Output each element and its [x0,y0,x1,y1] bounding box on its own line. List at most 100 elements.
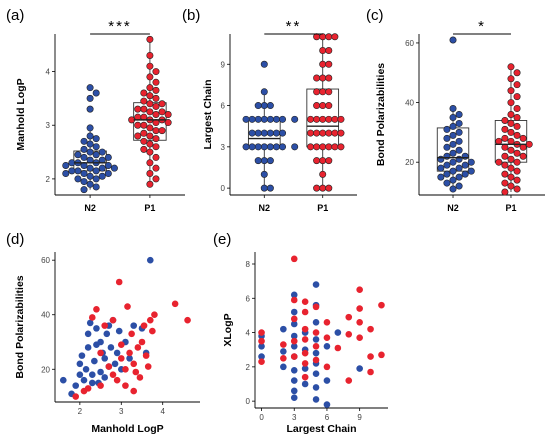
data-point-n2 [260,115,268,123]
data-point-n2 [74,175,82,183]
data-point-p1 [152,175,160,183]
scatter-point-p1 [280,341,287,348]
scatter-point-p1 [117,341,125,349]
data-point-n2 [455,146,463,154]
data-point-n2 [455,164,463,172]
data-point-n2 [254,115,262,123]
scatter-point-n2 [97,368,104,376]
data-point-p1 [507,111,515,119]
data-point-n2 [455,173,463,181]
data-point-n2 [455,182,463,190]
scatter-point-p1 [115,278,123,286]
data-point-p1 [325,102,333,110]
y-tick-label: 2 [246,363,251,372]
scatter-point-p1 [130,387,138,395]
data-point-p1 [513,167,521,175]
scatter-point-n2 [290,308,298,316]
scatter-point-p1 [312,329,320,336]
data-point-p1 [331,33,339,41]
x-tick-label: 3 [292,413,297,422]
scatter-point-p1 [290,296,298,304]
scatter-point-n2 [301,380,309,388]
data-point-n2 [443,125,451,133]
scatter-point-n2 [258,342,265,350]
y-tick-label: 20 [405,158,414,167]
data-point-n2 [98,148,106,156]
data-point-p1 [513,122,521,130]
scatter-point-p1 [345,330,353,338]
data-point-p1 [507,128,515,136]
scatter-point-n2 [280,325,287,333]
data-point-n2 [92,143,100,151]
scatter-point-n2 [312,281,320,288]
data-point-n2 [291,143,299,151]
scatter-point-p1 [345,313,353,321]
data-point-n2 [98,172,106,180]
data-point-n2 [248,129,256,137]
data-point-p1 [158,108,166,116]
data-point-n2 [266,129,274,137]
scatter-point-n2 [86,319,94,327]
scatter-point-n2 [93,325,100,332]
scatter-point-p1 [171,300,179,308]
data-point-n2 [437,164,445,172]
scatter-point-n2 [88,379,96,387]
category-label-n2: N2 [447,203,459,213]
data-point-p1 [319,115,327,123]
scatter-point-p1 [367,368,374,376]
data-point-n2 [86,140,94,148]
data-point-p1 [152,135,160,143]
y-tick-label: 40 [41,311,50,320]
data-point-p1 [140,145,148,153]
y-tick-label: 60 [405,39,414,48]
data-point-n2 [104,153,112,161]
scatter-point-p1 [101,322,109,329]
scatter-point-p1 [138,338,146,346]
data-point-p1 [519,143,527,151]
panel-2: (c) 20 40 60 Bond Polarizabilities N2 P1 * [366,7,545,213]
data-point-p1 [519,134,527,142]
data-point-n2 [92,167,100,175]
data-point-n2 [443,143,451,151]
data-point-p1 [325,115,333,123]
scatter-point-p1 [136,374,144,381]
data-point-p1 [307,129,315,137]
data-point-n2 [449,140,457,148]
data-point-p1 [146,100,154,108]
scatter-point-n2 [146,256,154,264]
scatter-point-p1 [323,318,331,326]
data-point-p1 [513,185,521,193]
data-point-n2 [260,129,268,137]
data-point-n2 [467,158,475,166]
data-point-p1 [495,137,503,145]
scatter-point-p1 [356,318,363,326]
x-axis-title: Largest Chain [286,423,356,435]
data-point-p1 [313,74,321,82]
y-axis-title: XLogP [222,313,234,346]
data-point-n2 [443,170,451,178]
data-point-n2 [86,105,94,113]
data-point-n2 [449,158,457,166]
data-point-n2 [92,183,100,191]
data-point-p1 [140,121,148,129]
scatter-point-n2 [111,360,119,368]
data-point-p1 [501,188,509,196]
x-axis-title: Manhold LogP [91,423,163,435]
data-point-p1 [152,102,160,110]
scatter-point-p1 [367,353,374,360]
y-tick-label: 9 [221,60,226,69]
data-point-n2 [86,172,94,180]
data-point-n2 [260,60,268,68]
data-point-n2 [254,143,262,151]
scatter-point-n2 [84,330,92,338]
data-point-p1 [331,115,339,123]
data-point-n2 [80,137,88,145]
data-point-p1 [325,74,333,82]
data-point-n2 [86,84,94,92]
data-point-n2 [455,155,463,163]
y-axis-title: Bond Polarizabilities [14,275,26,378]
x-tick-label: 6 [325,413,330,422]
scatter-point-p1 [378,301,385,309]
data-point-n2 [104,161,112,169]
